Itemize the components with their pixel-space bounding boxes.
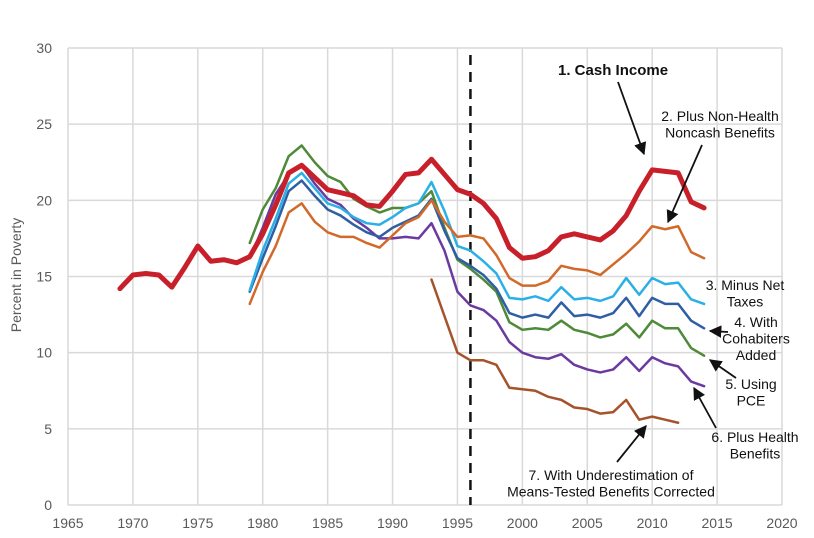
series-line <box>248 144 706 357</box>
annotation-label: PCE <box>737 393 766 409</box>
series-line <box>430 278 680 424</box>
y-tick-label: 5 <box>44 421 52 437</box>
annotation-label: Cohabiters <box>722 331 790 347</box>
series-line <box>248 199 706 306</box>
annotations: 1. Cash Income 2. Plus Non-HealthNoncash … <box>507 62 798 500</box>
series-line <box>248 179 706 330</box>
x-tick-label: 2015 <box>702 515 733 531</box>
y-tick-label: 15 <box>36 269 52 285</box>
y-tick-label: 20 <box>36 192 52 208</box>
series-line <box>248 164 706 388</box>
x-tick-label: 2000 <box>507 515 538 531</box>
annotation-label: Benefits <box>730 446 781 462</box>
annotation-label: 2. Plus Non-Health <box>661 108 779 124</box>
x-tick-label: 1980 <box>247 515 278 531</box>
y-tick-label: 25 <box>36 116 52 132</box>
y-axis-label: Percent in Poverty <box>8 218 24 332</box>
x-tick-label: 2010 <box>637 515 668 531</box>
x-tick-label: 1970 <box>117 515 148 531</box>
annotation-arrow <box>693 386 717 429</box>
axes: 1965 1970 1975 1980 1985 1990 1995 2000 2005 2010… <box>36 40 797 531</box>
annotation-arrow <box>616 425 647 463</box>
y-tick-label: 10 <box>36 345 52 361</box>
annotation-arrow <box>708 325 729 338</box>
x-tick-label: 1985 <box>312 515 343 531</box>
annotation-label: Added <box>736 347 776 363</box>
annotation-label: 7. With Underestimation of <box>529 467 694 483</box>
x-tick-label: 1965 <box>52 515 83 531</box>
annotation-arrow <box>666 144 703 224</box>
series-lines <box>117 144 707 424</box>
gridlines <box>67 47 783 506</box>
annotation-label: 5. Using <box>725 376 776 392</box>
annotation-label: 1. Cash Income <box>558 62 668 79</box>
annotation-label: 6. Plus Health <box>711 429 798 445</box>
y-tick-label: 30 <box>36 40 52 56</box>
x-tick-label: 1975 <box>182 515 213 531</box>
annotation-label: 3. Minus Net <box>706 277 785 293</box>
annotation-label: Taxes <box>727 294 764 310</box>
annotation-label: Noncash Benefits <box>665 125 775 141</box>
series-line <box>248 171 706 306</box>
annotation-label: 4. With <box>734 314 778 330</box>
x-tick-label: 2020 <box>766 515 797 531</box>
y-tick-label: 0 <box>44 497 52 513</box>
annotation-arrow <box>708 359 737 379</box>
series-line <box>117 156 707 292</box>
x-tick-label: 1990 <box>377 515 408 531</box>
annotation-arrow <box>617 81 647 156</box>
x-tick-label: 2005 <box>572 515 603 531</box>
x-tick-label: 1995 <box>442 515 473 531</box>
annotation-label: Means-Tested Benefits Corrected <box>507 484 715 500</box>
